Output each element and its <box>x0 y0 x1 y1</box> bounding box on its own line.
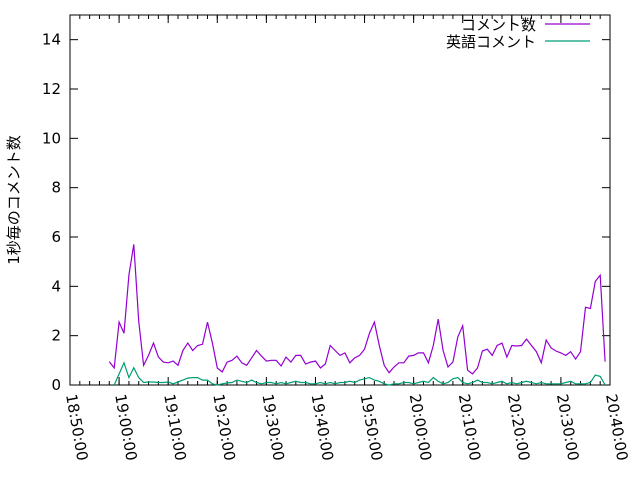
y-tick-label: 4 <box>51 277 61 295</box>
y-tick-label: 10 <box>42 129 61 147</box>
x-tick-label: 19:20:00 <box>209 393 238 462</box>
series-line-comments <box>108 244 606 375</box>
y-tick-label: 2 <box>51 327 61 345</box>
x-tick-label: 20:40:00 <box>602 393 631 462</box>
x-tick-label: 18:50:00 <box>62 393 91 462</box>
series-line-english-comments <box>113 361 606 386</box>
y-tick-label: 0 <box>51 376 61 394</box>
y-tick-label: 8 <box>51 179 61 197</box>
x-tick-label: 20:00:00 <box>406 393 435 462</box>
y-tick-label: 14 <box>42 31 61 49</box>
x-tick-label: 20:10:00 <box>455 393 484 462</box>
y-tick-label: 12 <box>42 80 61 98</box>
x-tick-label: 19:00:00 <box>111 393 140 462</box>
legend-label-english-comments: 英語コメント <box>446 33 536 51</box>
x-tick-label: 20:20:00 <box>504 393 533 462</box>
plot-border <box>69 14 611 386</box>
x-tick-label: 19:50:00 <box>357 393 386 462</box>
x-tick-label: 19:30:00 <box>258 393 287 462</box>
y-tick-label: 6 <box>51 228 61 246</box>
x-tick-label: 20:30:00 <box>553 393 582 462</box>
y-axis-label: 1秒毎のコメント数 <box>5 135 23 265</box>
legend-label-comments: コメント数 <box>461 16 536 34</box>
x-tick-label: 19:10:00 <box>160 393 189 462</box>
x-tick-label: 19:40:00 <box>308 393 337 462</box>
